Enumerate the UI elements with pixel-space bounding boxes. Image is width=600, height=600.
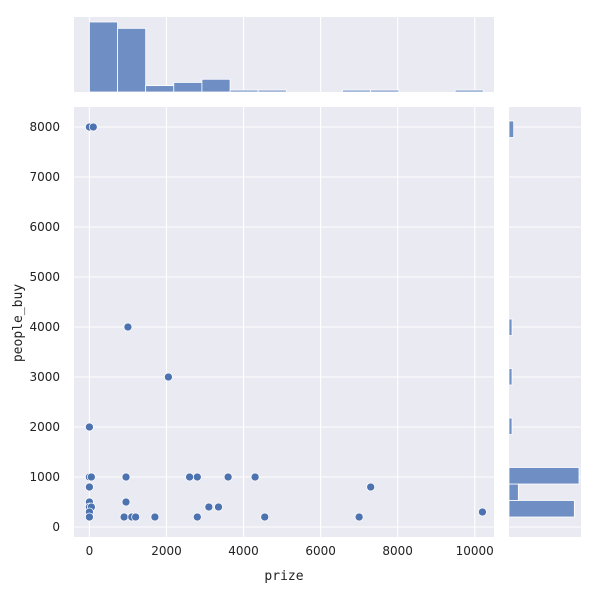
scatter-point — [354, 512, 364, 522]
y-tick-label: 1000 — [29, 470, 60, 484]
scatter-point — [88, 122, 98, 132]
x-hist-bar — [229, 89, 259, 93]
x-hist-bar — [117, 27, 147, 93]
scatter-point — [164, 372, 173, 382]
x-hist-bar — [145, 85, 175, 93]
y-tick-label: 4000 — [29, 320, 60, 334]
scatter-point — [478, 507, 487, 517]
x-hist-bar — [257, 89, 287, 93]
x-tick-label: 0 — [86, 544, 94, 558]
scatter-points — [85, 122, 487, 522]
x-hist-bar — [454, 89, 484, 93]
scatter-point — [131, 512, 141, 522]
x-hist-bar — [201, 78, 231, 93]
scatter-point — [85, 482, 94, 492]
main-scatter-panel — [74, 107, 494, 537]
x-hist-bar — [89, 21, 118, 93]
x-marginal-histogram — [89, 21, 484, 93]
x-tick-label: 6000 — [305, 544, 336, 558]
y-hist-bar — [508, 318, 513, 336]
x-tick-label: 8000 — [382, 544, 413, 558]
y-tick-labels: 0 1000 2000 3000 4000 5000 6000 7000 8000 — [29, 120, 60, 534]
scatter-point — [366, 482, 376, 492]
scatter-point — [85, 512, 94, 522]
grid-lines — [74, 17, 581, 537]
y-tick-label: 2000 — [29, 420, 60, 434]
x-tick-label: 10000 — [456, 544, 494, 558]
x-hist-bar — [173, 82, 203, 93]
scatter-point — [85, 422, 94, 432]
scatter-point — [123, 322, 133, 332]
y-hist-bar — [508, 467, 580, 485]
scatter-point — [121, 472, 131, 482]
x-axis-label: prize — [264, 569, 303, 584]
x-hist-bar — [370, 89, 400, 93]
scatter-point — [250, 472, 260, 482]
y-tick-label: 0 — [52, 520, 60, 534]
y-tick-label: 6000 — [29, 220, 60, 234]
y-hist-bar — [508, 417, 513, 435]
y-axis-label: people_buy — [11, 284, 26, 362]
x-hist-bar — [342, 89, 372, 93]
scatter-point — [86, 472, 96, 482]
scatter-point — [119, 512, 129, 522]
scatter-point — [185, 472, 194, 482]
y-hist-bar — [508, 120, 515, 138]
y-hist-bar — [508, 483, 519, 501]
scatter-point — [150, 512, 160, 522]
y-tick-label: 7000 — [29, 170, 60, 184]
y-marginal-histogram — [508, 120, 580, 518]
y-hist-bar — [508, 368, 513, 386]
scatter-point — [223, 472, 233, 482]
y-tick-label: 5000 — [29, 270, 60, 284]
x-tick-labels: 0 2000 4000 6000 8000 10000 — [86, 544, 494, 558]
scatter-point — [204, 502, 214, 512]
x-tick-label: 4000 — [228, 544, 259, 558]
scatter-point — [260, 512, 270, 522]
scatter-point — [192, 512, 202, 522]
scatter-point — [121, 497, 131, 507]
y-tick-label: 3000 — [29, 370, 60, 384]
right-marginal-panel — [509, 107, 581, 537]
scatter-point — [192, 472, 202, 482]
y-tick-label: 8000 — [29, 120, 60, 134]
x-tick-label: 2000 — [151, 544, 182, 558]
y-hist-bar — [508, 500, 575, 518]
scatter-point — [214, 502, 223, 512]
